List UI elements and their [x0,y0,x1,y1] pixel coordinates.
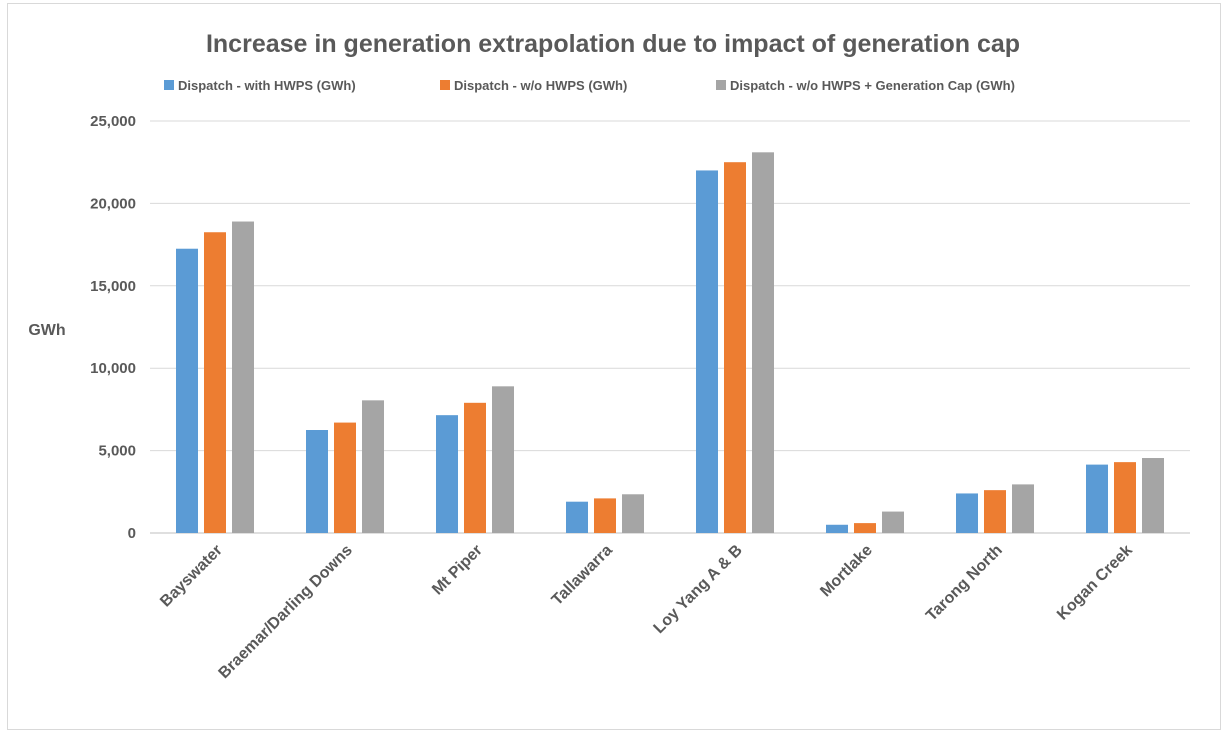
y-tick-label: 25,000 [90,113,136,130]
bar [956,493,978,533]
bar [566,501,588,533]
bar [464,402,486,533]
bar [696,170,718,533]
bar [1086,464,1108,533]
bar [826,524,848,533]
legend-label: Dispatch - w/o HWPS + Generation Cap (GW… [730,78,1015,93]
bars [176,152,1164,534]
x-category-label: Tallawarra [549,542,616,609]
bar [232,221,254,533]
bar [1142,458,1164,533]
x-category-label: Kogan Creek [1054,542,1136,624]
bar [854,523,876,533]
x-category-label: Braemar/Darling Downs [216,542,356,682]
legend-swatch [164,80,174,90]
bar [306,430,328,533]
x-category-label: Tarong North [923,542,1006,625]
bar [622,494,644,533]
x-category-label: Mortlake [817,542,876,601]
legend-label: Dispatch - with HWPS (GWh) [178,78,356,93]
legend-swatch [716,80,726,90]
bar [492,386,514,533]
bar [752,152,774,533]
bar [334,422,356,533]
bar [1012,484,1034,533]
legend: Dispatch - with HWPS (GWh) Dispatch - w/o… [164,78,1015,93]
x-category-label: Loy Yang A & B [651,542,746,637]
y-axis-ticks: 0 5,000 10,000 15,000 20,000 25,000 [90,113,136,542]
bar [176,248,198,533]
bar [436,415,458,533]
y-tick-label: 5,000 [98,443,136,460]
y-tick-label: 0 [128,525,136,542]
y-tick-label: 20,000 [90,195,136,212]
legend-swatch [440,80,450,90]
x-category-label: Bayswater [157,542,226,611]
y-axis-label: GWh [28,322,65,339]
y-tick-label: 15,000 [90,278,136,295]
bar [984,490,1006,533]
bar [724,162,746,533]
bar [204,232,226,534]
bar [594,498,616,533]
y-tick-label: 10,000 [90,360,136,377]
legend-label: Dispatch - w/o HWPS (GWh) [454,78,627,93]
bar [882,511,904,533]
bar [362,400,384,533]
bar [1114,462,1136,533]
chart-title: Increase in generation extrapolation due… [206,30,1020,58]
x-category-label: Mt Piper [429,542,486,599]
